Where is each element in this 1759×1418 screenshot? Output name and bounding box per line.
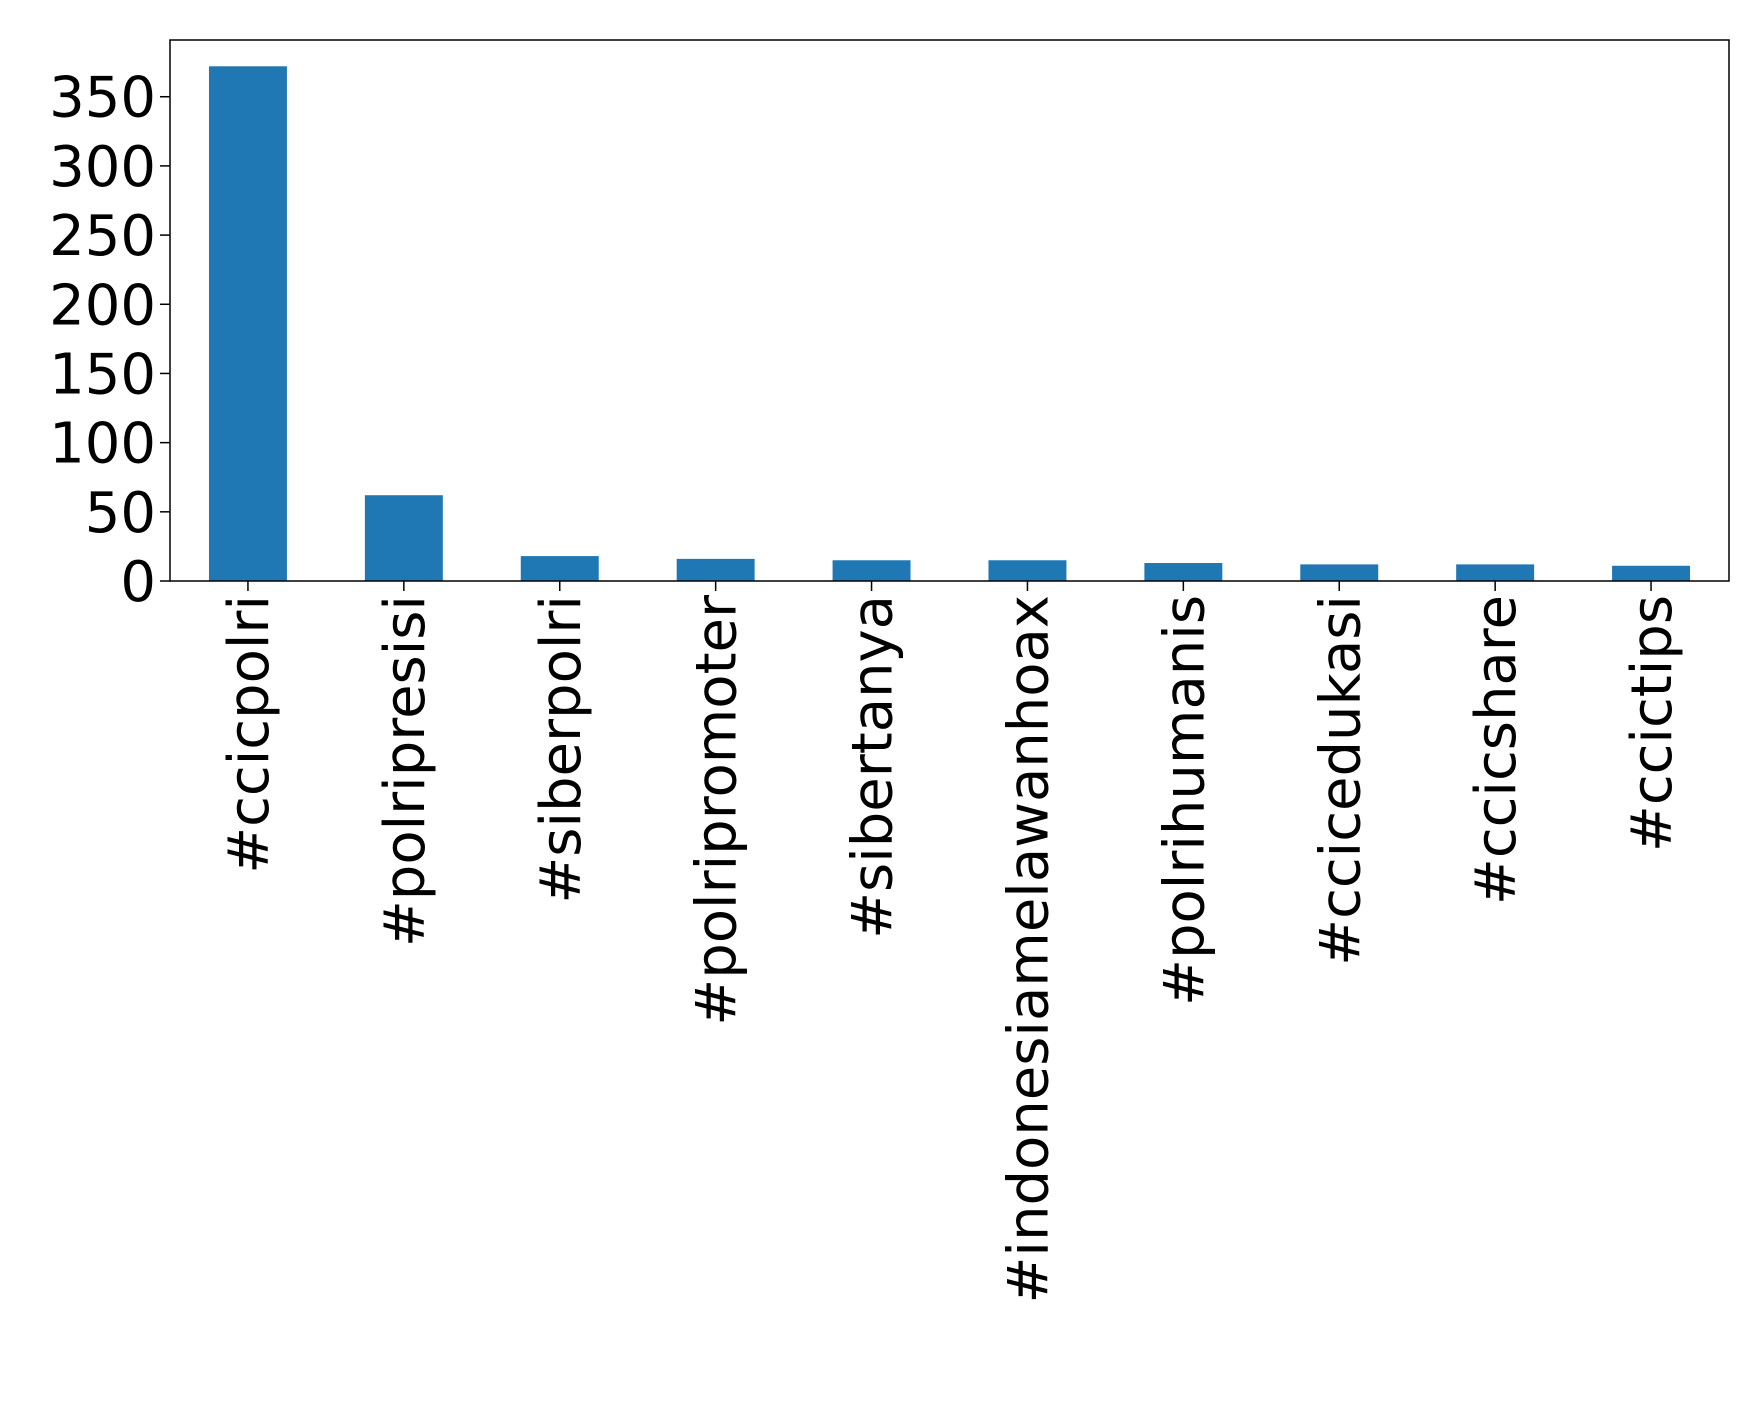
x-tick-label: #ccicedukasi: [1308, 595, 1373, 966]
bar: [676, 558, 755, 581]
bar: [988, 560, 1067, 581]
y-tick-label: 250: [49, 204, 156, 269]
y-tick-label: 300: [49, 135, 156, 200]
bar: [1612, 565, 1691, 581]
y-tick-label: 150: [49, 342, 156, 407]
bar: [1456, 564, 1535, 581]
x-tick-label: #ccictips: [1620, 595, 1685, 852]
x-tick-label: #polripresisi: [373, 595, 438, 947]
y-tick-label: 50: [85, 481, 156, 546]
x-tick-label: #polripromoter: [685, 594, 750, 1026]
x-tick-label: #siberpolri: [529, 595, 594, 904]
bar: [832, 560, 911, 581]
x-tick-label: #indonesiamelawanhoax: [996, 595, 1061, 1303]
y-tick-label: 100: [49, 412, 156, 477]
bar: [364, 495, 443, 581]
x-tick-label: #sibertanya: [841, 595, 906, 939]
plot-frame: [169, 39, 1730, 582]
bar: [520, 556, 599, 581]
x-tick-label: #ccicshare: [1464, 595, 1529, 905]
bar: [208, 66, 287, 581]
bar: [1300, 564, 1379, 581]
y-tick-label: 0: [120, 550, 156, 615]
x-tick-label: #ccicpolri: [217, 595, 282, 874]
bar: [1144, 563, 1223, 581]
x-tick-label: #polrihumanis: [1152, 595, 1217, 1006]
y-tick-label: 200: [49, 273, 156, 338]
y-tick-label: 350: [49, 66, 156, 131]
